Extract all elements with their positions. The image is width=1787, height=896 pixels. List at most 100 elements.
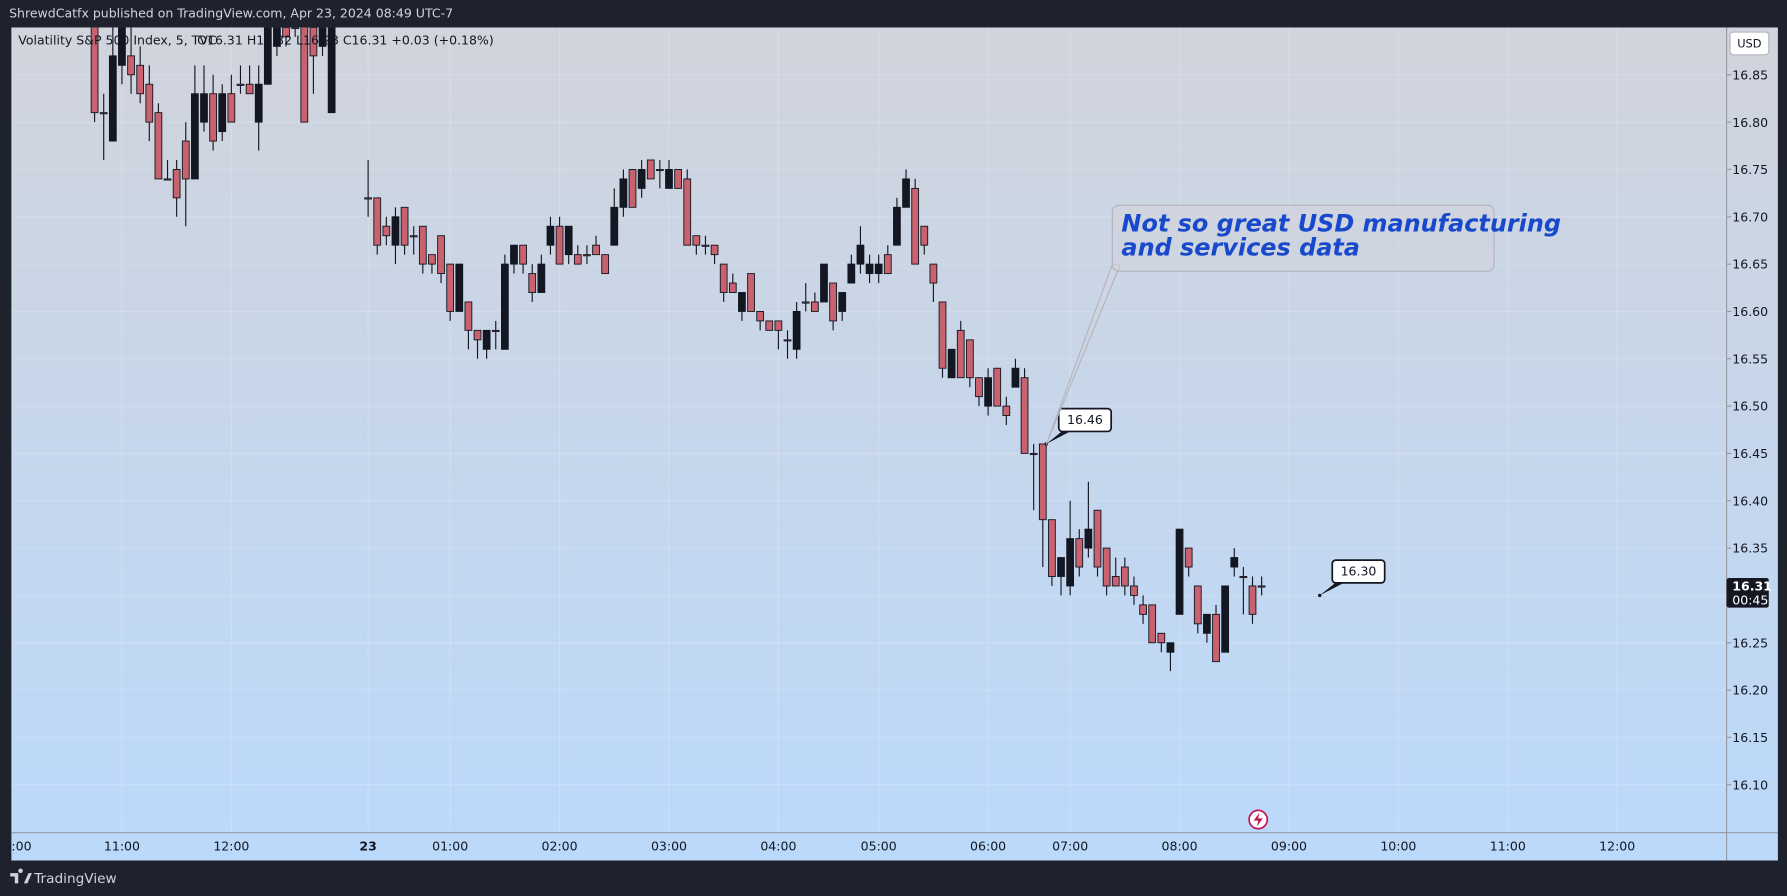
candle-body — [491, 329, 500, 332]
candle-body — [920, 225, 929, 246]
x-tick-label: 02:00 — [542, 838, 578, 853]
currency-label[interactable]: USD — [1737, 36, 1762, 50]
candle-body — [127, 55, 135, 76]
candle-body — [847, 263, 856, 284]
x-tick-label: 10:00 — [1380, 838, 1416, 853]
price-callout-pointer — [1319, 581, 1346, 596]
candle-body — [829, 282, 837, 322]
brand-logo — [10, 868, 32, 884]
candle-body — [583, 254, 591, 257]
candle-body — [1038, 443, 1047, 521]
candle-body — [409, 235, 418, 238]
candle-body — [1120, 566, 1129, 587]
y-tick-label: 16.55 — [1732, 351, 1768, 366]
candle-body — [665, 168, 673, 189]
ohlc-legend: O16.31 H16.32 L16.28 C16.31 +0.03 (+0.18… — [197, 33, 494, 48]
candle-body — [546, 225, 555, 246]
candle-body — [1166, 642, 1175, 653]
axes: 16.10 16.15 16.20 16.25 16.30 16.35 16.40 16.45… — [11, 67, 1771, 853]
candle-body — [200, 93, 208, 123]
candle-body — [1048, 519, 1056, 577]
candle-body — [1230, 557, 1239, 568]
candle-body — [801, 301, 810, 304]
currency-button[interactable] — [1729, 31, 1770, 56]
candle-body — [1075, 538, 1084, 568]
y-tick-label: 16.45 — [1732, 446, 1768, 461]
candle-body — [218, 93, 227, 133]
candle-body — [1111, 576, 1120, 587]
candle-body — [145, 83, 154, 123]
text-callout: Not so great USD manufacturing and servi… — [1045, 204, 1561, 445]
candle-body — [1248, 585, 1257, 615]
candle-body — [300, 27, 309, 123]
candle-body — [382, 225, 391, 237]
y-tick-label: 16.40 — [1732, 493, 1768, 508]
price-callout-pointer — [1046, 430, 1073, 444]
candle-body — [747, 273, 755, 312]
candle-body — [573, 254, 582, 265]
candle-body — [975, 377, 983, 398]
candle-body — [765, 320, 774, 331]
candle-body — [1093, 509, 1102, 568]
candle-body — [893, 206, 901, 246]
grid — [11, 27, 1727, 833]
y-tick-label: 16.50 — [1732, 399, 1768, 414]
candle-body — [1011, 367, 1020, 388]
candle-body — [291, 27, 300, 30]
candle-body — [209, 93, 217, 142]
candle-body — [610, 206, 619, 246]
candle-body — [1257, 585, 1266, 588]
candle-body — [528, 273, 537, 293]
candle-body — [1020, 377, 1029, 454]
chart-background — [11, 27, 1778, 861]
candle-body — [756, 310, 765, 322]
events-icon-bolt — [1253, 812, 1263, 827]
candle-body — [254, 83, 263, 123]
candle-body — [1221, 585, 1230, 653]
candle-body — [154, 112, 163, 180]
candle-body — [172, 168, 181, 199]
candle-body — [464, 301, 473, 331]
candle-body — [428, 254, 436, 265]
publisher-header: ShrewdCatfx published on TradingView.com… — [9, 5, 453, 20]
price-callout-anchor — [1318, 593, 1322, 598]
candle-body — [263, 27, 272, 85]
y-tick-label: 16.65 — [1732, 257, 1768, 272]
candle-body — [318, 27, 327, 47]
callout-text: and services data — [1121, 234, 1360, 262]
candle-body — [1002, 405, 1011, 417]
candle-body — [792, 310, 801, 350]
candle-body — [929, 263, 938, 284]
candle-body — [1148, 604, 1157, 644]
candle-body — [810, 301, 819, 312]
x-tick-label: 12:00 — [1599, 838, 1635, 853]
candle-body — [473, 329, 482, 341]
x-tick-label: 12:00 — [213, 838, 249, 853]
x-tick-label: 05:00 — [861, 838, 897, 853]
candle-body — [820, 263, 828, 303]
candle-body — [273, 27, 281, 47]
x-tick-label: 11:00 — [1490, 838, 1526, 853]
price-callout-box — [1331, 559, 1386, 584]
candle-body — [391, 216, 400, 246]
candle-body — [838, 292, 847, 312]
candle-body — [592, 244, 600, 256]
candle-body — [783, 339, 792, 342]
last-price-label: 16.31 — [1732, 579, 1772, 594]
candle-body — [519, 244, 527, 265]
candle-body — [993, 367, 1002, 407]
candle-body — [710, 244, 719, 256]
candle-body — [500, 263, 509, 350]
candle-body — [1212, 613, 1220, 663]
callout-text: Not so great USD manufacturing — [1121, 210, 1561, 238]
y-tick-label: 16.80 — [1732, 115, 1768, 130]
y-tick-label: 16.75 — [1732, 162, 1768, 177]
x-tick-label: 06:00 — [970, 838, 1006, 853]
candle-body — [911, 187, 920, 265]
x-tick-label: 08:00 — [1162, 838, 1198, 853]
candle-body — [1203, 613, 1211, 634]
candle-body — [774, 320, 783, 331]
candle-body — [1193, 585, 1202, 625]
candle-body — [719, 263, 728, 293]
x-tick-label: 09:00 — [1271, 838, 1307, 853]
